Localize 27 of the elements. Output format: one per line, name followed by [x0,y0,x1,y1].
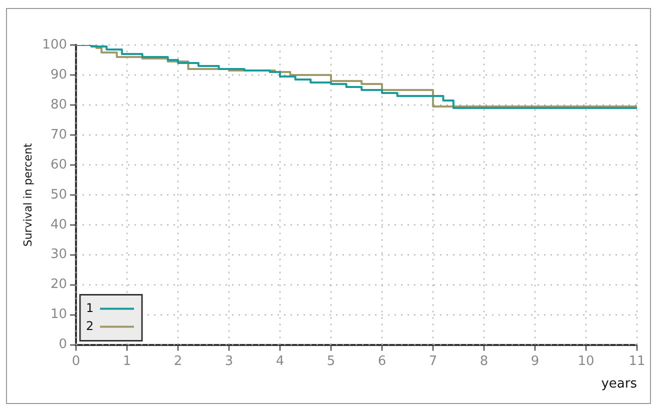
y-tick-label: 80 [50,97,68,112]
y-tick-label: 50 [50,187,68,202]
y-axis-title: Survival in percent [21,142,34,247]
y-tick-label: 20 [50,277,68,292]
x-tick-label: 10 [578,354,594,369]
x-tick-label: 7 [428,354,438,369]
y-tick-label: 30 [50,247,68,262]
x-tick-label: 2 [174,354,182,369]
y-tick-label: 40 [50,217,68,232]
y-tick-label: 10 [50,307,68,322]
x-tick-label: 9 [530,354,540,369]
legend-label: 1 [86,300,94,315]
x-tick-label: 0 [72,354,80,369]
y-tick-label: 60 [50,157,68,172]
legend-label: 2 [86,318,94,333]
x-tick-label: 3 [224,354,234,369]
x-axis-title: years [601,376,638,392]
y-tick-label: 0 [58,337,68,352]
x-tick-label: 11 [628,354,646,369]
x-tick-label: 4 [276,354,284,369]
y-tick-label: 100 [42,37,68,52]
y-tick-label: 90 [50,67,68,82]
x-tick-label: 5 [326,354,336,369]
x-tick-label: 1 [122,354,132,369]
y-tick-label: 70 [50,127,68,142]
x-tick-label: 8 [480,354,488,369]
x-tick-label: 6 [378,354,386,369]
